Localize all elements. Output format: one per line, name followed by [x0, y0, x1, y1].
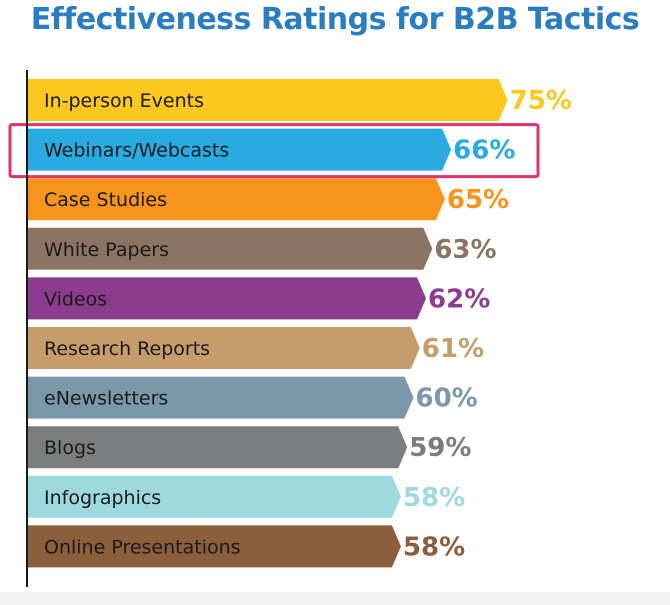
bar-label-infographics: Infographics — [44, 487, 161, 509]
bar-label-online-presentations: Online Presentations — [44, 536, 241, 558]
bar-white-papers — [28, 227, 433, 270]
bar-label-webinars-webcasts: Webinars/Webcasts — [44, 140, 229, 162]
bar-label-white-papers: White Papers — [44, 239, 169, 261]
bar-blogs — [28, 426, 408, 469]
value-label-webinars-webcasts: 66% — [453, 136, 515, 166]
bar-label-research-reports: Research Reports — [44, 338, 210, 360]
chart-title: Effectiveness Ratings for B2B Tactics — [30, 2, 640, 37]
value-label-infographics: 58% — [403, 483, 465, 513]
value-label-white-papers: 63% — [434, 235, 496, 265]
bar-label-case-studies: Case Studies — [44, 189, 167, 211]
bar-research-reports — [28, 327, 420, 369]
bar-enewsletters — [28, 376, 414, 419]
value-label-case-studies: 65% — [447, 185, 509, 215]
bar-case-studies — [28, 178, 445, 221]
bar-label-enewsletters: eNewsletters — [44, 388, 168, 410]
bar-videos — [28, 277, 427, 320]
value-label-enewsletters: 60% — [416, 384, 478, 414]
bar-label-blogs: Blogs — [44, 437, 96, 459]
bottom-band — [0, 592, 670, 605]
bar-in-person-events — [28, 79, 508, 121]
bar-label-in-person-events: In-person Events — [44, 90, 204, 112]
bar-webinars-webcasts — [28, 128, 452, 171]
value-label-research-reports: 61% — [422, 334, 484, 364]
bar-label-videos: Videos — [44, 288, 107, 310]
bar-infographics — [28, 475, 401, 518]
value-label-videos: 62% — [428, 284, 490, 314]
bar-online-presentations — [28, 525, 401, 568]
value-label-in-person-events: 75% — [510, 86, 572, 116]
value-label-online-presentations: 58% — [403, 532, 465, 562]
highlight-box — [8, 123, 540, 179]
value-label-blogs: 59% — [409, 433, 471, 463]
